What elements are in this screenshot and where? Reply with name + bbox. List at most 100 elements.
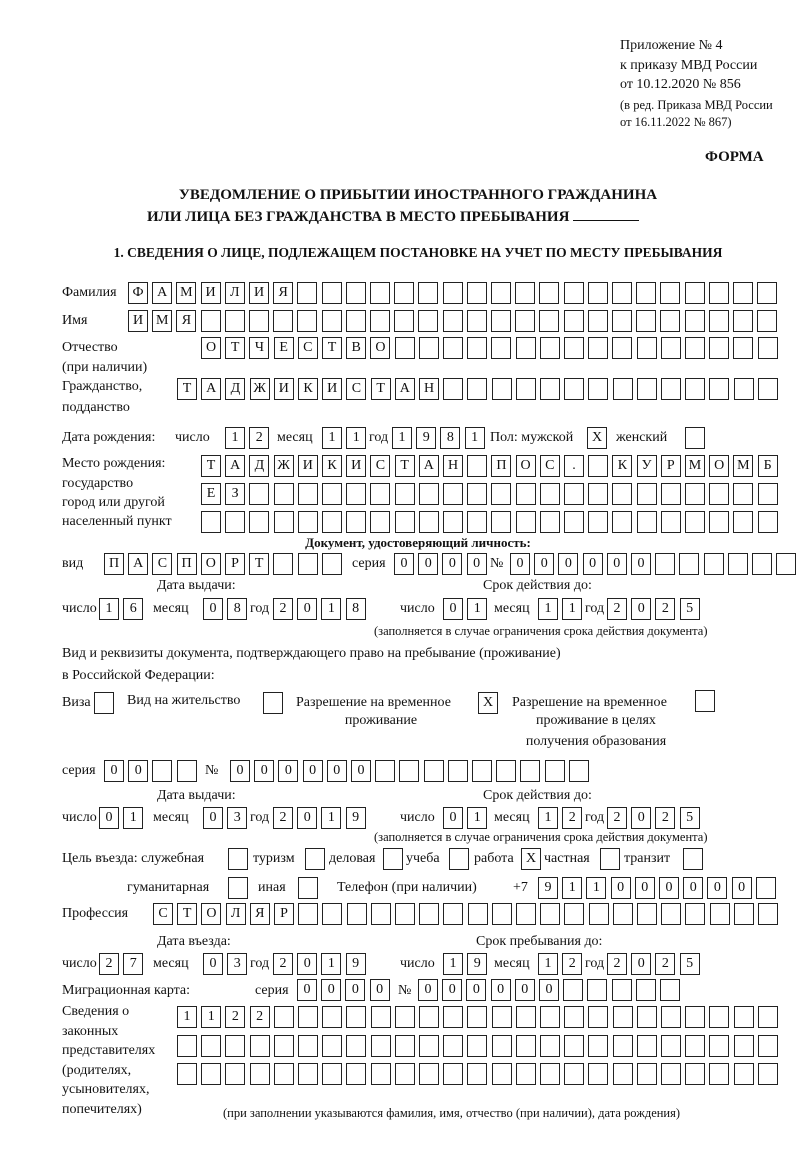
char-box[interactable]: Т — [370, 378, 391, 400]
char-box[interactable] — [443, 903, 464, 925]
char-box[interactable] — [297, 511, 318, 533]
char-box[interactable] — [515, 282, 536, 304]
char-box[interactable] — [709, 1035, 730, 1057]
char-box[interactable] — [636, 337, 657, 359]
char-box[interactable]: 0 — [418, 553, 439, 575]
char-box[interactable]: 0 — [394, 553, 414, 575]
char-box[interactable] — [273, 553, 294, 575]
char-box[interactable]: Л — [225, 903, 246, 925]
char-box[interactable] — [733, 903, 754, 925]
char-box[interactable]: 0 — [254, 760, 275, 782]
char-box[interactable] — [660, 979, 680, 1001]
char-box[interactable]: И — [346, 455, 367, 477]
char-box[interactable] — [776, 553, 797, 575]
char-box[interactable]: Т — [225, 337, 246, 359]
checkbox[interactable]: X — [521, 848, 541, 870]
char-box[interactable] — [442, 282, 463, 304]
char-box[interactable] — [418, 511, 439, 533]
char-box[interactable]: 9 — [467, 953, 488, 975]
checkbox[interactable] — [305, 848, 325, 870]
char-box[interactable]: 0 — [203, 598, 223, 620]
char-box[interactable]: 0 — [297, 953, 318, 975]
checkbox[interactable] — [263, 692, 283, 714]
char-box[interactable] — [636, 282, 657, 304]
char-box[interactable] — [685, 1063, 706, 1085]
char-box[interactable] — [346, 511, 367, 533]
char-box[interactable] — [515, 378, 536, 400]
char-box[interactable] — [540, 378, 560, 400]
char-box[interactable]: 9 — [416, 427, 437, 449]
char-box[interactable] — [321, 310, 342, 332]
checkbox[interactable]: X — [478, 692, 498, 714]
char-box[interactable] — [660, 310, 681, 332]
char-box[interactable]: Т — [177, 378, 197, 400]
char-box[interactable] — [564, 337, 584, 359]
char-box[interactable] — [419, 1006, 439, 1028]
char-box[interactable] — [467, 1035, 488, 1057]
char-box[interactable] — [588, 378, 609, 400]
char-box[interactable]: 2 — [273, 598, 293, 620]
char-box[interactable] — [467, 903, 488, 925]
char-box[interactable]: 1 — [99, 598, 119, 620]
char-box[interactable]: П — [491, 455, 512, 477]
char-box[interactable]: 0 — [466, 553, 487, 575]
char-box[interactable] — [709, 1006, 730, 1028]
char-box[interactable]: 2 — [273, 953, 293, 975]
char-box[interactable]: 2 — [273, 807, 293, 829]
char-box[interactable]: 2 — [607, 953, 627, 975]
char-box[interactable] — [515, 1035, 536, 1057]
char-box[interactable] — [563, 310, 584, 332]
char-box[interactable]: Д — [225, 378, 246, 400]
char-box[interactable]: 0 — [418, 979, 438, 1001]
char-box[interactable] — [225, 1035, 246, 1057]
char-box[interactable] — [757, 1063, 778, 1085]
char-box[interactable]: М — [685, 455, 705, 477]
char-box[interactable] — [660, 511, 681, 533]
char-box[interactable]: 2 — [655, 807, 676, 829]
char-box[interactable] — [200, 310, 221, 332]
char-box[interactable] — [224, 310, 245, 332]
char-box[interactable]: 0 — [302, 760, 323, 782]
char-box[interactable] — [370, 1063, 391, 1085]
char-box[interactable] — [225, 511, 246, 533]
char-box[interactable] — [660, 282, 681, 304]
char-box[interactable] — [709, 1063, 730, 1085]
char-box[interactable]: 1 — [538, 807, 558, 829]
char-box[interactable]: 1 — [538, 953, 558, 975]
char-box[interactable] — [273, 511, 294, 533]
char-box[interactable] — [564, 903, 585, 925]
char-box[interactable]: 8 — [227, 598, 248, 620]
char-box[interactable] — [418, 337, 439, 359]
char-box[interactable] — [708, 282, 729, 304]
char-box[interactable] — [757, 1035, 778, 1057]
char-box[interactable]: 5 — [679, 953, 700, 975]
char-box[interactable] — [273, 1063, 294, 1085]
char-box[interactable]: М — [176, 282, 197, 304]
char-box[interactable]: И — [128, 310, 148, 332]
char-box[interactable] — [660, 337, 681, 359]
char-box[interactable] — [273, 310, 294, 332]
char-box[interactable] — [709, 337, 730, 359]
char-box[interactable]: И — [200, 282, 221, 304]
char-box[interactable]: 0 — [345, 979, 366, 1001]
char-box[interactable]: С — [370, 455, 391, 477]
char-box[interactable]: 0 — [534, 553, 555, 575]
char-box[interactable]: М — [152, 310, 173, 332]
char-box[interactable] — [321, 553, 342, 575]
char-box[interactable]: 0 — [631, 553, 651, 575]
char-box[interactable]: 0 — [203, 953, 223, 975]
char-box[interactable] — [201, 1035, 222, 1057]
char-box[interactable]: . — [564, 455, 584, 477]
char-box[interactable]: 0 — [326, 760, 347, 782]
char-box[interactable] — [298, 1006, 318, 1028]
char-box[interactable] — [322, 1035, 343, 1057]
char-box[interactable]: Р — [274, 903, 294, 925]
char-box[interactable] — [346, 1006, 367, 1028]
char-box[interactable] — [564, 511, 584, 533]
checkbox[interactable] — [449, 848, 469, 870]
char-box[interactable] — [298, 903, 319, 925]
char-box[interactable]: К — [612, 455, 633, 477]
char-box[interactable]: 0 — [539, 979, 559, 1001]
char-box[interactable] — [394, 483, 415, 505]
char-box[interactable] — [612, 337, 633, 359]
